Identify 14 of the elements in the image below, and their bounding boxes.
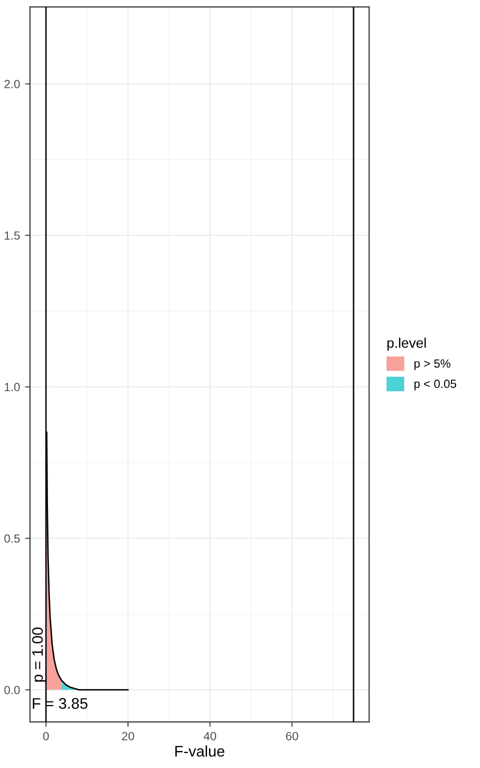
legend-label: p < 0.05 [414, 380, 456, 390]
x-tick-label: 60 [286, 732, 298, 740]
x-tick-label: 0 [43, 732, 49, 740]
y-tick-label: 2.0 [4, 80, 20, 88]
legend-title: p.level [387, 338, 426, 351]
legend-label: p > 5% [414, 359, 450, 370]
x-axis-title: F-value [175, 745, 224, 757]
x-tick-label: 40 [204, 732, 216, 740]
y-tick-label: 1.5 [4, 232, 20, 240]
y-tick-label: 0.5 [4, 534, 20, 543]
y-tick-label: 0.0 [4, 686, 20, 694]
x-tick-label: 20 [122, 732, 134, 740]
y-tick-label: 1.0 [4, 382, 20, 392]
annotation: p = 1.00 [32, 628, 46, 682]
